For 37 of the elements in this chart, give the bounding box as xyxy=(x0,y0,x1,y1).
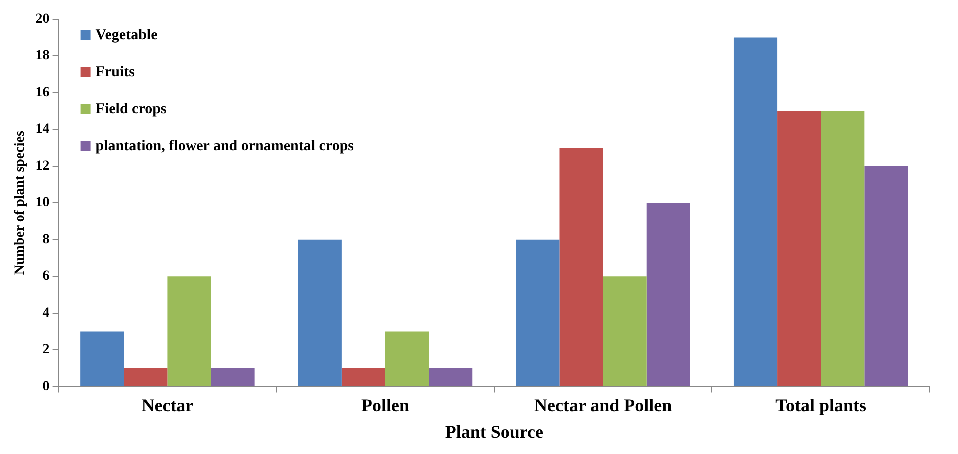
y-axis-title: Number of plant species xyxy=(13,130,28,276)
bar xyxy=(124,368,168,386)
y-tick-label: 4 xyxy=(42,306,50,321)
y-tick-label: 0 xyxy=(42,379,50,394)
bar xyxy=(778,111,822,386)
bar xyxy=(386,332,430,386)
y-tick-label: 18 xyxy=(36,48,50,64)
x-tick-label: Pollen xyxy=(362,395,410,416)
y-tick-label: 6 xyxy=(42,269,50,284)
bar xyxy=(516,240,560,386)
bar xyxy=(168,276,212,386)
y-tick-label: 20 xyxy=(36,12,50,28)
y-tick-label: 12 xyxy=(36,158,50,174)
bar xyxy=(342,368,386,386)
x-tick-label: Nectar xyxy=(142,395,194,416)
bar xyxy=(603,276,647,386)
x-tick-label: Nectar and Pollen xyxy=(534,395,672,416)
bar xyxy=(429,368,473,386)
y-tick-label: 2 xyxy=(42,342,50,358)
y-tick-label: 16 xyxy=(36,85,50,100)
bar xyxy=(298,240,342,386)
y-tick-label: 8 xyxy=(42,232,50,248)
bar xyxy=(734,38,778,386)
bar xyxy=(211,368,255,386)
x-axis-title: Plant Source xyxy=(445,422,544,442)
legend-label: Fruits xyxy=(96,64,136,80)
bar xyxy=(560,148,604,386)
legend-label: Field crops xyxy=(96,101,167,118)
y-tick-label: 10 xyxy=(36,196,50,211)
bar xyxy=(864,166,908,386)
legend-label: plantation, flower and ornamental crops xyxy=(96,138,354,154)
bar xyxy=(821,111,865,386)
x-tick-label: Total plants xyxy=(776,395,867,416)
legend-label: Vegetable xyxy=(96,27,158,44)
bar xyxy=(646,203,690,386)
y-tick-label: 14 xyxy=(36,122,50,138)
bar xyxy=(80,332,124,386)
